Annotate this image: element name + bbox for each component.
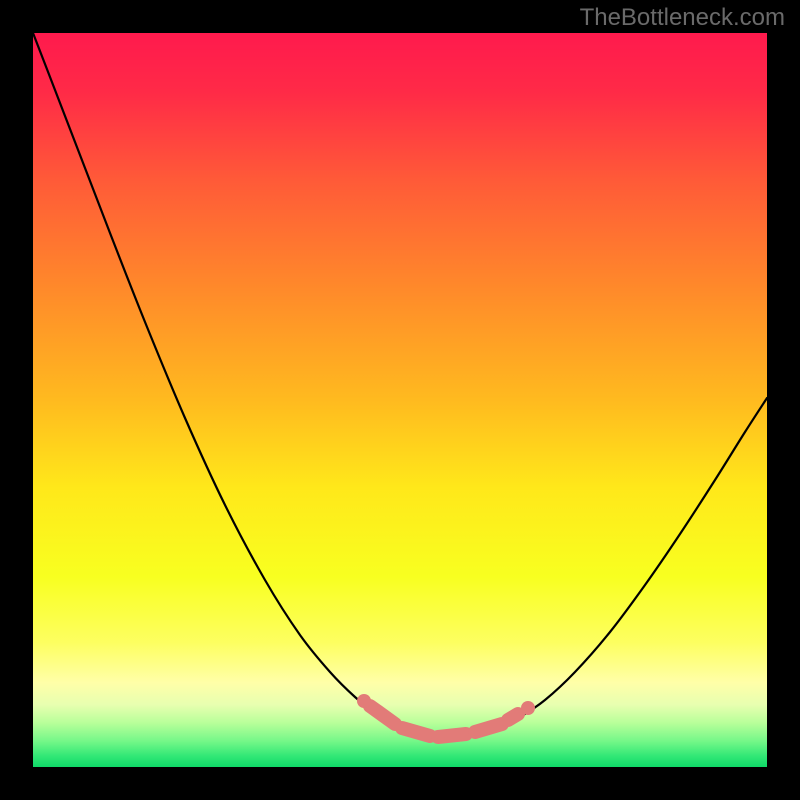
highlight-segment <box>438 734 466 737</box>
highlight-segment <box>370 706 395 724</box>
highlight-segment <box>508 714 518 720</box>
chart-stage: TheBottleneck.com <box>0 0 800 800</box>
highlight-dot <box>357 694 371 708</box>
highlight-dot <box>521 701 535 715</box>
highlight-segment <box>402 728 430 736</box>
bottleneck-curve <box>33 33 767 737</box>
highlight-segment <box>475 724 502 732</box>
highlight-group <box>357 694 535 737</box>
watermark-text: TheBottleneck.com <box>580 4 785 32</box>
overlay-svg <box>0 0 800 800</box>
